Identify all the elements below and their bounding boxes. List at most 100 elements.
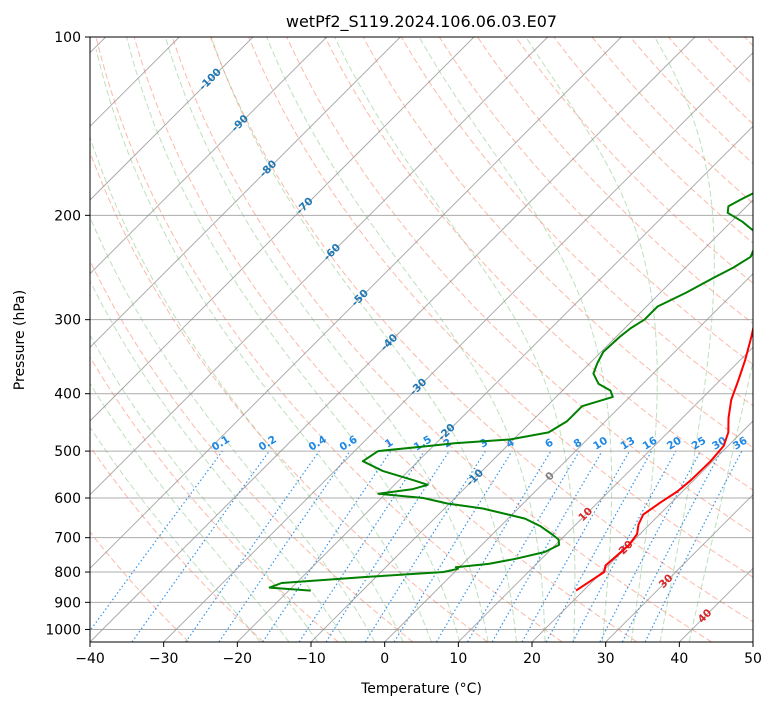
x-tick-label: 40 [670,651,688,667]
pressure-gridlines [90,37,753,630]
dry-adiabat [668,37,753,125]
mixing-ratio-line [218,450,351,642]
dry-adiabat [744,37,753,47]
dry-adiabat [400,37,753,407]
moist-adiabat [210,37,517,642]
moist-adiabat [90,215,376,642]
x-tick-label: 50 [744,651,762,667]
isotherm [90,37,254,201]
mixing-ratio-label: 0.1 [210,434,232,454]
moist-adiabat [90,382,290,642]
mixing-ratio-line [393,450,513,642]
temperature-line [575,324,753,592]
y-axis-label: Pressure (hPa) [12,290,28,390]
x-tick-label: 30 [597,651,615,667]
dry-adiabat [515,37,753,284]
mixing-ratio-line [545,450,653,642]
moist-adiabats [90,37,753,642]
moist-adiabat [654,37,715,642]
mixing-ratio-line [521,450,631,642]
y-tick-label: 900 [54,595,81,611]
moist-adiabat [266,37,546,642]
plot-frame [89,36,754,643]
mixing-ratio-line [90,450,223,632]
mixing-ratio-line [262,450,392,642]
chart-title: wetPf2_S119.2024.106.06.03.E07 [286,12,557,32]
y-tick-label: 400 [54,387,81,403]
dry-adiabat [706,37,753,86]
isotherm [90,37,549,496]
x-tick-label: −40 [75,651,105,667]
mixing-ratio-line [599,450,702,642]
mixing-ratio-line [325,450,450,642]
dry-adiabat [90,150,488,642]
mixing-ratio-label: 10 [591,435,610,453]
mixing-ratio-label: 13 [619,435,638,453]
isotherm [90,37,696,642]
x-axis-ticks: −40 −30 −20 −10 0 10 20 30 40 50 [75,642,762,667]
mixing-ratio-line [435,450,552,642]
dry-adiabat [133,37,638,642]
isotherm [236,125,753,642]
moist-adiabat [90,426,261,642]
mixing-ratio-label: 1 [383,437,396,451]
isotherm [752,641,753,642]
series-lines [268,192,753,592]
mixing-ratio-label: 25 [690,435,709,453]
isotherm [384,272,753,642]
dry-adiabat [629,37,753,165]
mixing-ratio-line [185,450,320,642]
dry-adiabat [477,37,753,325]
moist-adiabat [688,358,753,642]
isotherm [678,567,753,642]
isotherm [90,37,622,570]
dry-adiabats [90,37,753,642]
isotherm [310,199,753,642]
mixing-ratio-label: 3 [478,437,491,451]
x-tick-label: 0 [380,651,389,667]
isotherm [90,37,475,422]
dry-adiabat [90,445,264,642]
isotherm [605,493,753,642]
mixing-ratio-label: 36 [731,435,750,453]
dry-adiabat [553,37,753,244]
y-tick-label: 100 [54,30,81,46]
background-line-labels: 0.1 0.2 0.4 0.6 1 1.5 2 3 4 6 8 10 13 16 20 25 30 36-100-… [197,66,750,626]
mixing-ratio-label: 0.4 [307,434,329,454]
isotherm [531,420,753,642]
mixing-ratio-label: 16 [641,435,660,453]
moist-adiabat [525,37,658,642]
plot-area: 0.1 0.2 0.4 0.6 1 1.5 2 3 4 6 8 10 13 16 20 25 30 36-100-… [90,37,753,642]
dry-adiabat [438,37,753,365]
x-tick-label: 20 [523,651,541,667]
isotherm [90,37,401,349]
isotherm [163,51,753,642]
moist-adiabat [126,37,461,642]
isotherm [90,37,328,275]
mixing-ratio-line [644,450,743,642]
moist-adiabat [334,37,576,642]
mixing-ratio-label: 1.5 [412,434,434,454]
y-tick-label: 1000 [45,622,81,638]
x-tick-label: 10 [449,651,467,667]
mixing-ratio-lines [90,450,743,642]
dewpoint-line [268,192,753,592]
dry-adiabat [286,37,753,534]
dry-adiabat [95,37,563,642]
mixing-ratio-label: 0.6 [337,434,359,454]
y-tick-label: 600 [54,491,81,507]
x-axis-label: Temperature (°C) [360,681,482,697]
moist-adiabat [418,37,613,642]
moist-adiabat [90,135,404,642]
x-tick-label: −30 [149,651,179,667]
moist-adiabat [95,49,432,642]
mixing-ratio-line [298,450,425,642]
y-tick-label: 300 [54,313,81,329]
mixing-ratio-line [572,450,677,642]
mixing-ratio-label: 0.2 [257,434,279,454]
y-axis-ticks: 100 200 300 400 500 600 700 800 900 1000 [45,30,90,638]
mixing-ratio-label: 20 [665,435,684,453]
x-tick-label: −20 [223,651,253,667]
x-tick-label: −10 [296,651,326,667]
